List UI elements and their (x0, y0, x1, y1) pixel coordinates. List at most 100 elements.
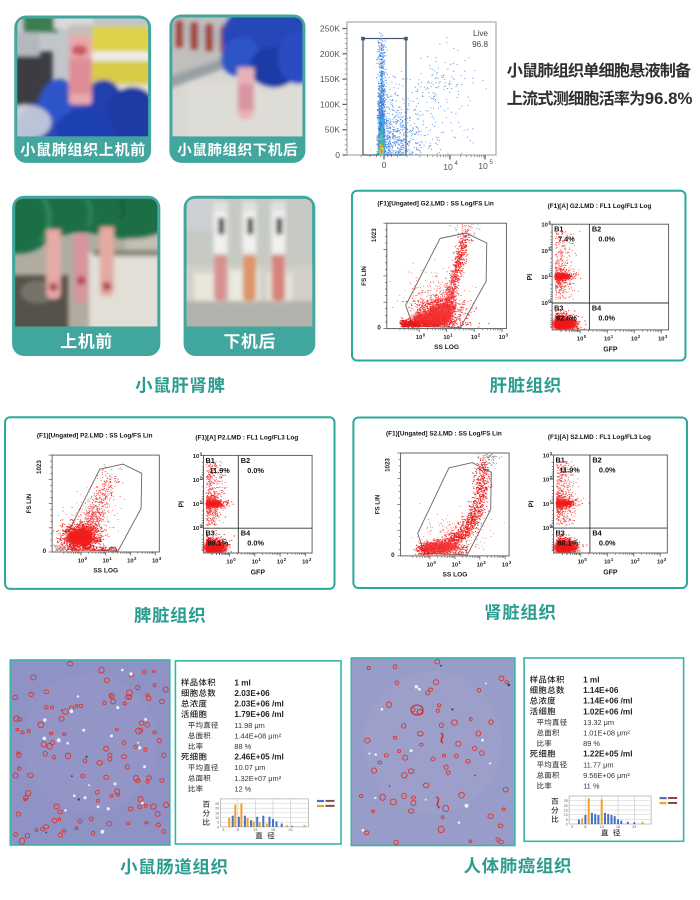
svg-text:11.98 μm: 11.98 μm (234, 721, 264, 730)
svg-text:1: 1 (200, 500, 203, 505)
svg-text:0: 0 (584, 557, 587, 562)
svg-text:1.44E+08 μm²: 1.44E+08 μm² (234, 731, 281, 740)
svg-text:0: 0 (391, 552, 395, 559)
svg-text:B1: B1 (206, 456, 215, 465)
svg-text:10: 10 (604, 560, 610, 566)
svg-text:23: 23 (632, 825, 636, 829)
svg-text:SS LOG: SS LOG (93, 568, 118, 575)
svg-text:SS LOG: SS LOG (434, 344, 459, 351)
svg-text:13: 13 (253, 828, 257, 832)
svg-text:1023: 1023 (36, 460, 43, 474)
svg-text:FS LIN: FS LIN (361, 266, 368, 286)
svg-text:0.0%: 0.0% (598, 314, 615, 323)
svg-text:8: 8 (584, 825, 586, 829)
svg-text:(F1)[A] P2.LMD : FL1 Log/FL3 L: (F1)[A] P2.LMD : FL1 Log/FL3 Log (195, 434, 298, 441)
svg-text:0: 0 (335, 150, 340, 160)
svg-text:10: 10 (578, 560, 584, 566)
svg-text:SS LOG: SS LOG (442, 571, 467, 578)
svg-text:(F1)[Ungated] P2.LMD : SS Log/: (F1)[Ungated] P2.LMD : SS Log/FS Lin (37, 433, 153, 440)
svg-text:10: 10 (541, 275, 547, 281)
svg-text:11 %: 11 % (583, 782, 600, 791)
svg-text:5: 5 (566, 818, 568, 822)
svg-text:25: 25 (215, 802, 219, 806)
svg-text:0: 0 (217, 825, 219, 829)
svg-text:10: 10 (252, 560, 258, 566)
svg-text:1023: 1023 (385, 458, 392, 472)
svg-text:B3: B3 (554, 304, 563, 313)
svg-text:PI: PI (529, 501, 536, 508)
svg-text:2: 2 (483, 560, 486, 565)
svg-text:10: 10 (127, 559, 133, 565)
svg-text:1: 1 (611, 557, 614, 562)
svg-text:GFP: GFP (603, 570, 618, 577)
svg-text:0: 0 (548, 298, 551, 303)
svg-text:1.01E+08 μm²: 1.01E+08 μm² (583, 729, 630, 738)
svg-text:2: 2 (548, 246, 551, 251)
svg-text:1.14E+06 /ml: 1.14E+06 /ml (583, 697, 632, 706)
svg-text:8: 8 (237, 828, 239, 832)
svg-text:2: 2 (478, 333, 481, 338)
svg-text:0.0%: 0.0% (599, 539, 616, 548)
svg-text:1.02E+06 /ml: 1.02E+06 /ml (583, 707, 632, 716)
svg-text:25: 25 (564, 799, 568, 803)
svg-text:2: 2 (637, 557, 640, 562)
svg-text:1 ml: 1 ml (234, 678, 250, 687)
svg-text:1.14E+06: 1.14E+06 (583, 686, 619, 695)
svg-text:92.6%: 92.6% (556, 314, 577, 323)
svg-text:0.0%: 0.0% (598, 235, 615, 244)
svg-text:10: 10 (564, 813, 568, 817)
svg-text:15: 15 (564, 809, 568, 813)
svg-text:Live: Live (473, 29, 488, 38)
svg-text:(F1)[A] G2.LMD : FL1 Log/FL3 L: (F1)[A] G2.LMD : FL1 Log/FL3 Log (548, 203, 652, 210)
svg-text:10: 10 (302, 560, 308, 566)
svg-text:10: 10 (543, 478, 549, 484)
svg-text:10: 10 (277, 560, 283, 566)
svg-text:13.32 μm: 13.32 μm (583, 718, 614, 727)
svg-text:88.1%: 88.1% (558, 539, 579, 548)
svg-text:10: 10 (541, 223, 547, 229)
svg-text:10: 10 (502, 562, 508, 568)
svg-text:GFP: GFP (251, 570, 266, 577)
svg-text:B4: B4 (592, 304, 602, 313)
svg-text:0: 0 (43, 548, 47, 555)
svg-text:0: 0 (584, 334, 587, 339)
svg-text:GFP: GFP (603, 346, 618, 353)
svg-text:1: 1 (109, 556, 112, 561)
svg-text:0: 0 (434, 560, 437, 565)
svg-text:3: 3 (664, 557, 667, 562)
svg-text:88.1%: 88.1% (208, 539, 229, 548)
svg-text:20: 20 (215, 807, 219, 811)
svg-text:10: 10 (193, 478, 199, 484)
svg-text:10: 10 (630, 560, 636, 566)
svg-text:(F1)[A] S2.LMD : FL1 Log/FL3 L: (F1)[A] S2.LMD : FL1 Log/FL3 Log (548, 434, 651, 441)
svg-text:3: 3 (571, 825, 573, 829)
svg-text:10: 10 (427, 562, 433, 568)
svg-text:10: 10 (631, 336, 637, 342)
svg-text:B1: B1 (554, 225, 563, 234)
svg-text:3: 3 (550, 451, 553, 456)
svg-text:2.03E+06: 2.03E+06 (234, 689, 270, 698)
svg-text:15: 15 (215, 811, 219, 815)
svg-text:1.22E+05 /ml: 1.22E+05 /ml (583, 750, 632, 759)
svg-text:250K: 250K (320, 24, 340, 34)
svg-text:FS LIN: FS LIN (375, 494, 382, 514)
svg-text:0: 0 (233, 557, 236, 562)
svg-text:10: 10 (577, 336, 583, 342)
svg-text:10: 10 (541, 301, 547, 307)
svg-text:3: 3 (548, 220, 551, 225)
svg-text:3: 3 (222, 828, 224, 832)
svg-text:5: 5 (490, 160, 494, 166)
svg-text:20: 20 (564, 804, 568, 808)
svg-text:1: 1 (258, 557, 261, 562)
svg-text:1.79E+06 /ml: 1.79E+06 /ml (234, 710, 283, 719)
svg-text:B4: B4 (592, 529, 602, 538)
svg-text:10: 10 (102, 559, 108, 565)
svg-text:0.0%: 0.0% (599, 466, 616, 475)
svg-text:100K: 100K (320, 99, 340, 109)
svg-text:2: 2 (134, 556, 137, 561)
svg-text:B2: B2 (241, 456, 250, 465)
svg-text:10: 10 (478, 161, 488, 171)
svg-text:3: 3 (200, 451, 203, 456)
svg-text:10: 10 (543, 502, 549, 508)
svg-text:10: 10 (152, 559, 158, 565)
